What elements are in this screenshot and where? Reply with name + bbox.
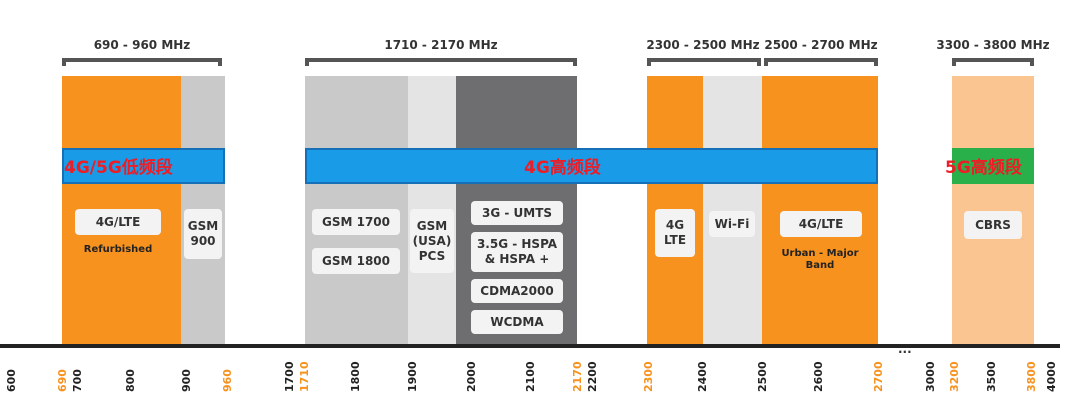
range-label-1710-2170: 1710 - 2170 MHz (384, 38, 498, 52)
axis-tick-3000: 3000 (924, 361, 937, 392)
axis-tick-1700: 1700 (283, 361, 296, 392)
axis-tick-700: 700 (71, 369, 84, 392)
chip-3-5g-hspa: 3.5G - HSPA & HSPA + (471, 232, 563, 272)
range-bracket-3300-3800 (952, 58, 1034, 66)
chip-4g-lte-urban: 4G/LTE (780, 211, 862, 237)
axis-tick-2200: 2200 (586, 361, 599, 392)
axis-tick-600: 600 (5, 369, 18, 392)
axis-tick-1900: 1900 (406, 361, 419, 392)
overlay-low-band-bar (62, 148, 225, 184)
axis-tick-1710: 1710 (298, 361, 311, 392)
axis-tick-900: 900 (180, 369, 193, 392)
axis-tick-3500: 3500 (985, 361, 998, 392)
overlay-4g-high-band-bar (305, 148, 878, 184)
chip-4g-lte-refurbished: 4G/LTE (75, 209, 161, 235)
axis-tick-2600: 2600 (812, 361, 825, 392)
range-bracket-2300-2500 (647, 58, 761, 66)
chip-4g-lte-2300: 4G LTE (655, 209, 695, 257)
axis-tick-3800: 3800 (1025, 361, 1038, 392)
axis-tick-2500: 2500 (756, 361, 769, 392)
chip-cdma2000: CDMA2000 (471, 279, 563, 303)
axis-ellipsis: ... (898, 342, 912, 356)
range-label-2500-2700: 2500 - 2700 MHz (764, 38, 878, 52)
range-bracket-1710-2170 (305, 58, 577, 66)
chip-3g-umts: 3G - UMTS (471, 201, 563, 225)
range-bracket-2500-2700 (764, 58, 878, 66)
axis-tick-690: 690 (56, 369, 69, 392)
chip-cbrs: CBRS (964, 211, 1022, 239)
chip-gsm-1800: GSM 1800 (312, 248, 400, 274)
axis-tick-2100: 2100 (524, 361, 537, 392)
range-bracket-690-960 (62, 58, 222, 66)
chip-gsm-1700: GSM 1700 (312, 209, 400, 235)
axis-tick-2000: 2000 (465, 361, 478, 392)
axis-tick-2700: 2700 (872, 361, 885, 392)
chip-gsm-usa-pcs: GSM (USA) PCS (410, 209, 454, 273)
axis-tick-4000: 4000 (1045, 361, 1058, 392)
axis-tick-1800: 1800 (349, 361, 362, 392)
note-refurbished: Refurbished (83, 244, 153, 255)
range-label-2300-2500: 2300 - 2500 MHz (646, 38, 760, 52)
overlay-low-band-label: 4G/5G低频段 (64, 158, 173, 178)
axis-tick-960: 960 (221, 369, 234, 392)
axis-tick-2170: 2170 (571, 361, 584, 392)
range-label-690-960: 690 - 960 MHz (93, 38, 191, 52)
chip-wcdma: WCDMA (471, 310, 563, 334)
axis-tick-3200: 3200 (948, 361, 961, 392)
range-label-3300-3800: 3300 - 3800 MHz (936, 38, 1050, 52)
note-urban-major-band: Urban - Major Band (781, 248, 859, 271)
axis-tick-2400: 2400 (696, 361, 709, 392)
overlay-5g-green-block (952, 148, 1034, 184)
overlay-5g-high-band-label: 5G高频段 (945, 158, 1022, 178)
axis-tick-800: 800 (124, 369, 137, 392)
axis-tick-2300: 2300 (642, 361, 655, 392)
chip-wifi: Wi-Fi (709, 211, 755, 237)
overlay-4g-high-band-label: 4G高频段 (524, 158, 601, 178)
chip-gsm-900: GSM 900 (184, 209, 222, 259)
axis-line (0, 344, 1060, 348)
